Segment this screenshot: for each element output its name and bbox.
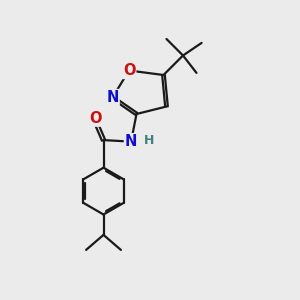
Text: N: N [106,90,119,105]
Text: H: H [144,134,154,147]
Text: O: O [89,111,101,126]
Text: O: O [123,63,135,78]
Text: N: N [125,134,137,149]
